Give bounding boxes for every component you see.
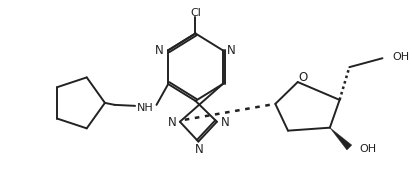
Text: N: N	[195, 143, 204, 156]
Text: Cl: Cl	[190, 8, 201, 18]
Text: N: N	[221, 116, 230, 129]
Text: N: N	[168, 116, 176, 129]
Text: N: N	[227, 44, 236, 57]
Polygon shape	[330, 128, 352, 150]
Text: O: O	[298, 71, 307, 84]
Text: N: N	[155, 44, 164, 57]
Text: OH: OH	[392, 52, 409, 62]
Text: NH: NH	[136, 103, 153, 113]
Text: OH: OH	[359, 144, 376, 153]
